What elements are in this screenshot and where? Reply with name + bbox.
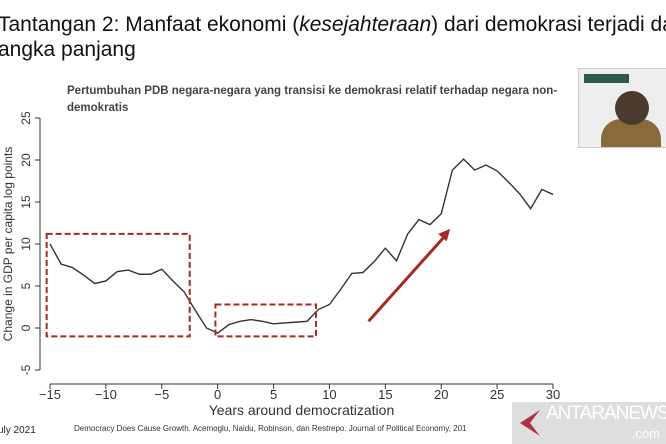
y-tick-label: 15 <box>19 195 33 209</box>
y-tick-label: 5 <box>19 282 33 289</box>
chart-title: Pertumbuhan PDB negara-negara yang trans… <box>67 85 558 114</box>
x-tick-label: −10 <box>95 387 117 402</box>
title-text: ) dari demokrasi terjadi da <box>431 13 666 36</box>
y-tick-label: 25 <box>19 111 33 125</box>
x-tick-label: −5 <box>154 387 169 402</box>
annotation-arrow-head <box>438 228 451 242</box>
antara-logo-icon <box>520 410 540 436</box>
x-tick-label: 30 <box>546 387 560 402</box>
x-tick-label: −15 <box>39 387 61 402</box>
x-tick-label: 5 <box>270 387 277 402</box>
x-tick-label: 15 <box>378 387 392 402</box>
annotation-dashed-box <box>45 232 191 338</box>
slide-title: Tantangan 2: Manfaat ekonomi (kesejahter… <box>0 12 666 62</box>
speaker-video-thumbnail[interactable] <box>578 68 666 148</box>
watermark-name: ANTARANEWS <box>546 403 666 424</box>
y-tick-label: 0 <box>19 324 33 331</box>
video-banner <box>584 74 629 83</box>
watermark-suffix: .com <box>631 426 660 441</box>
x-axis-label: Years around democratization <box>209 402 395 418</box>
data-series-line <box>49 158 554 334</box>
citation: Democracy Does Cause Growth. Acemoglu, N… <box>74 424 467 433</box>
title-italic: kesejahteraan <box>299 13 432 36</box>
y-tick-label: 10 <box>19 237 33 251</box>
annotation-dashed-box <box>214 303 318 338</box>
x-tick-label: 10 <box>322 387 336 402</box>
y-tick-label: -5 <box>19 364 33 375</box>
footer-date: uly 2021 <box>0 425 36 436</box>
y-tick-label: 20 <box>19 153 33 167</box>
antaranews-watermark: ANTARANEWS .com <box>512 402 666 444</box>
title-text: angka panjang <box>0 38 136 61</box>
annotation-arrow-shaft <box>367 235 446 323</box>
x-tick-label: 20 <box>434 387 448 402</box>
x-tick-label: 25 <box>490 387 504 402</box>
speaker-head <box>615 91 649 125</box>
x-tick-label: 0 <box>214 387 221 402</box>
title-text: Tantangan 2: Manfaat ekonomi ( <box>0 13 300 36</box>
y-axis-label: Change in GDP per capita log points <box>1 147 15 342</box>
